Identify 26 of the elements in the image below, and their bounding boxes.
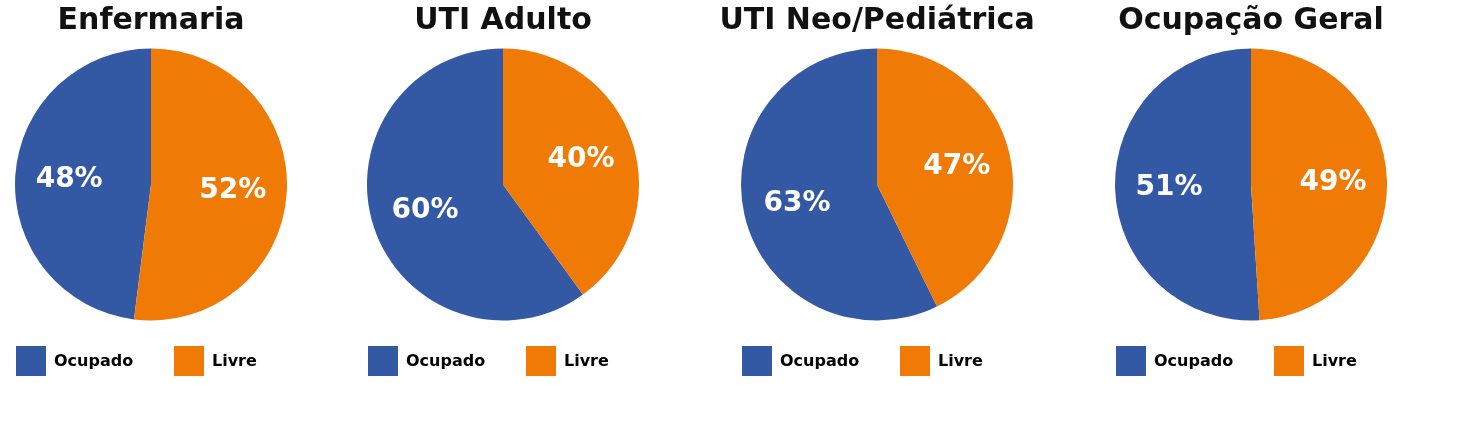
pie-slice <box>503 48 639 295</box>
data-label: 40% <box>547 141 615 175</box>
data-label: 48% <box>35 161 103 195</box>
data-label: 49% <box>1299 163 1367 197</box>
legend-label: Livre <box>564 351 609 370</box>
legend-label: Livre <box>938 351 983 370</box>
pie-slice <box>1251 48 1387 321</box>
data-label: 47% <box>923 147 991 181</box>
pie-slice <box>133 48 287 321</box>
legend-label: Ocupado <box>780 351 860 370</box>
data-label: 63% <box>763 185 831 219</box>
pie-slice <box>1115 48 1260 321</box>
chart-title: UTI Neo/Pediátrica <box>719 1 1035 36</box>
data-label: 60% <box>391 191 459 225</box>
pie-slice <box>15 48 151 320</box>
legend-label: Livre <box>1312 351 1357 370</box>
chart-title: Enfermaria <box>57 1 245 36</box>
legend-label: Ocupado <box>1154 351 1234 370</box>
legend-label: Livre <box>212 351 257 370</box>
chart-title: Ocupação Geral <box>1118 1 1384 36</box>
chart-title: UTI Adulto <box>414 1 592 36</box>
legend-label: Ocupado <box>406 351 486 370</box>
data-label: 52% <box>199 171 267 205</box>
pie-slice <box>877 48 1013 307</box>
legend-label: Ocupado <box>54 351 134 370</box>
data-label: 51% <box>1135 169 1203 203</box>
